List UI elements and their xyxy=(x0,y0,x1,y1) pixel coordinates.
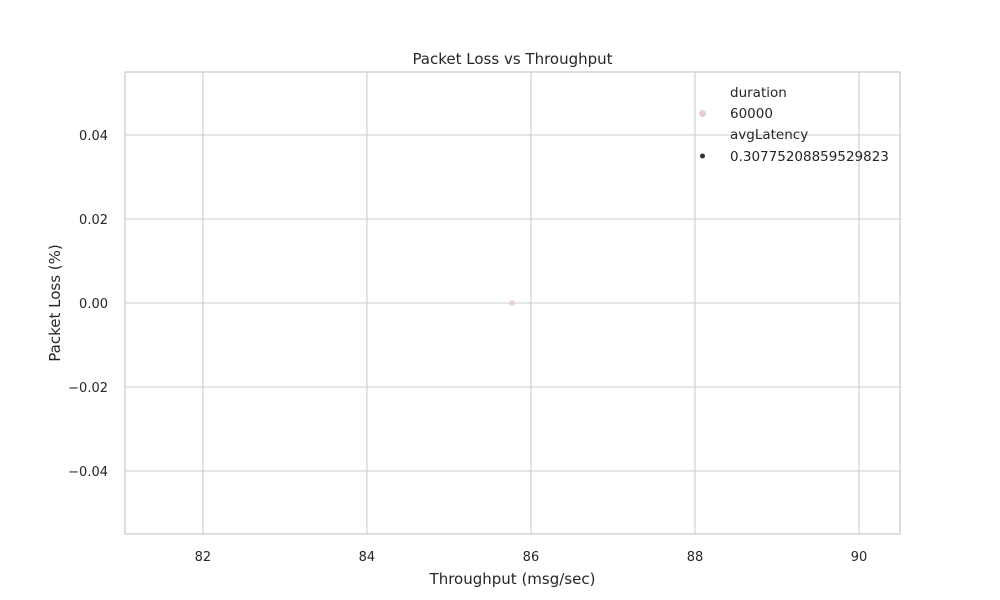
legend-size-title: avgLatency xyxy=(730,127,808,143)
legend-hue-entry: 60000 xyxy=(730,106,773,122)
y-axis-label: Packet Loss (%) xyxy=(46,244,64,361)
y-tick-labels: 0.04 0.02 0.00 −0.02 −0.04 xyxy=(68,129,108,480)
plot-frame xyxy=(124,71,901,535)
x-tick-labels: 82 84 86 88 90 xyxy=(195,550,868,565)
legend-size-entry: 0.30775208859529823 xyxy=(730,149,889,165)
x-tick-label: 90 xyxy=(851,550,868,565)
y-grid-lines xyxy=(125,134,900,472)
y-tick-label: −0.04 xyxy=(68,465,108,480)
x-axis-label: Throughput (msg/sec) xyxy=(429,570,596,588)
chart-title: Packet Loss vs Throughput xyxy=(412,50,612,68)
x-tick-label: 82 xyxy=(195,550,212,565)
legend-hue-title: duration xyxy=(730,85,787,101)
x-tick-label: 88 xyxy=(687,550,704,565)
x-tick-label: 86 xyxy=(523,550,540,565)
y-tick-label: 0.02 xyxy=(79,213,108,228)
y-tick-label: 0.00 xyxy=(79,297,108,312)
x-tick-label: 84 xyxy=(359,550,376,565)
legend: duration 60000 avgLatency 0.307752088595… xyxy=(699,85,889,165)
legend-size-marker xyxy=(700,153,705,159)
data-point xyxy=(509,300,515,306)
y-tick-label: −0.02 xyxy=(68,381,108,396)
legend-hue-marker xyxy=(699,110,706,117)
y-tick-label: 0.04 xyxy=(79,129,108,144)
data-points xyxy=(509,300,515,306)
